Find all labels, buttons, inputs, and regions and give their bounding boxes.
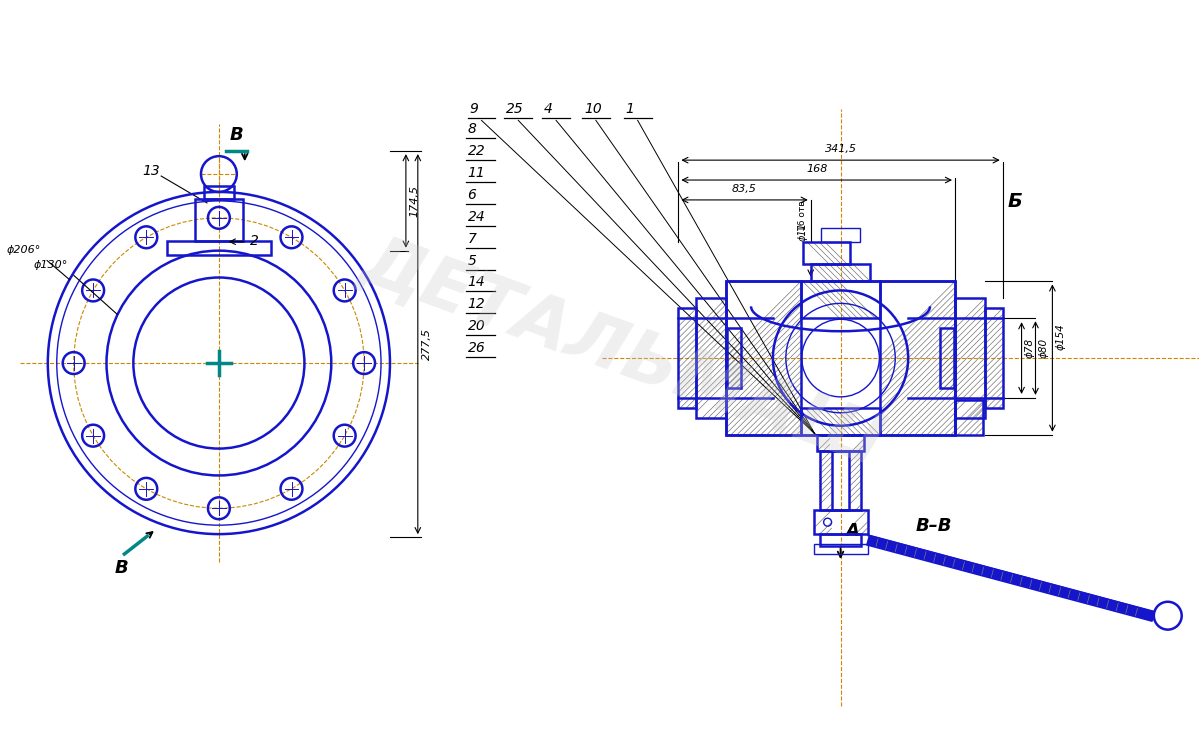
Text: 5: 5 — [468, 253, 476, 267]
Text: 24: 24 — [468, 210, 485, 224]
Text: 8: 8 — [468, 123, 476, 136]
Bar — [196, 199, 242, 241]
Bar — [814, 544, 869, 554]
Text: ϕ78: ϕ78 — [1025, 338, 1034, 358]
Text: 14: 14 — [468, 276, 485, 290]
Text: 83,5: 83,5 — [732, 184, 757, 194]
Text: 341,5: 341,5 — [824, 144, 857, 154]
Text: ДЕТАЛЬМАШ: ДЕТАЛЬМАШ — [352, 227, 893, 480]
Text: 9: 9 — [469, 103, 479, 117]
Bar — [800, 282, 881, 318]
Text: 25: 25 — [506, 103, 524, 117]
Text: ϕ130°: ϕ130° — [34, 259, 67, 270]
Text: 26: 26 — [468, 341, 485, 355]
Bar — [726, 282, 955, 435]
Bar — [204, 186, 234, 199]
Text: 4: 4 — [544, 103, 553, 117]
Bar — [726, 282, 800, 435]
Bar — [821, 228, 860, 241]
Text: 1: 1 — [625, 103, 635, 117]
Text: A: A — [846, 522, 859, 540]
Bar — [811, 264, 870, 282]
Text: ϕ80: ϕ80 — [1038, 338, 1049, 358]
Text: 6: 6 — [468, 188, 476, 202]
Bar — [167, 241, 271, 255]
Text: ϕ11: ϕ11 — [798, 222, 808, 241]
Bar — [814, 510, 869, 534]
Text: 2: 2 — [251, 234, 259, 247]
Bar — [832, 450, 850, 510]
Bar — [881, 282, 955, 435]
Bar — [803, 241, 851, 264]
Text: B: B — [114, 559, 128, 577]
Text: 168: 168 — [806, 164, 827, 174]
Text: 174,5: 174,5 — [410, 185, 420, 217]
Text: 22: 22 — [468, 144, 485, 158]
Text: B: B — [230, 126, 244, 144]
Bar — [800, 408, 881, 435]
Bar — [727, 328, 742, 388]
Bar — [817, 435, 864, 450]
Text: 13: 13 — [143, 164, 160, 178]
Bar — [940, 328, 954, 388]
Text: 277,5: 277,5 — [421, 328, 432, 360]
Text: 16 отв.: 16 отв. — [798, 197, 808, 230]
Text: 11: 11 — [468, 166, 485, 180]
Text: B–B: B–B — [916, 517, 952, 535]
Bar — [955, 400, 983, 435]
Text: 10: 10 — [584, 103, 601, 117]
Text: 20: 20 — [468, 319, 485, 333]
Bar — [696, 299, 726, 418]
Text: ϕ154: ϕ154 — [1055, 322, 1066, 349]
Text: ϕ206°: ϕ206° — [6, 244, 41, 255]
Bar — [985, 308, 1003, 408]
Bar — [955, 299, 985, 418]
Text: Б: Б — [1007, 192, 1022, 212]
Bar — [820, 534, 862, 546]
Text: 7: 7 — [468, 232, 476, 246]
Bar — [820, 450, 862, 510]
Text: 12: 12 — [468, 297, 485, 311]
Bar — [678, 308, 696, 408]
